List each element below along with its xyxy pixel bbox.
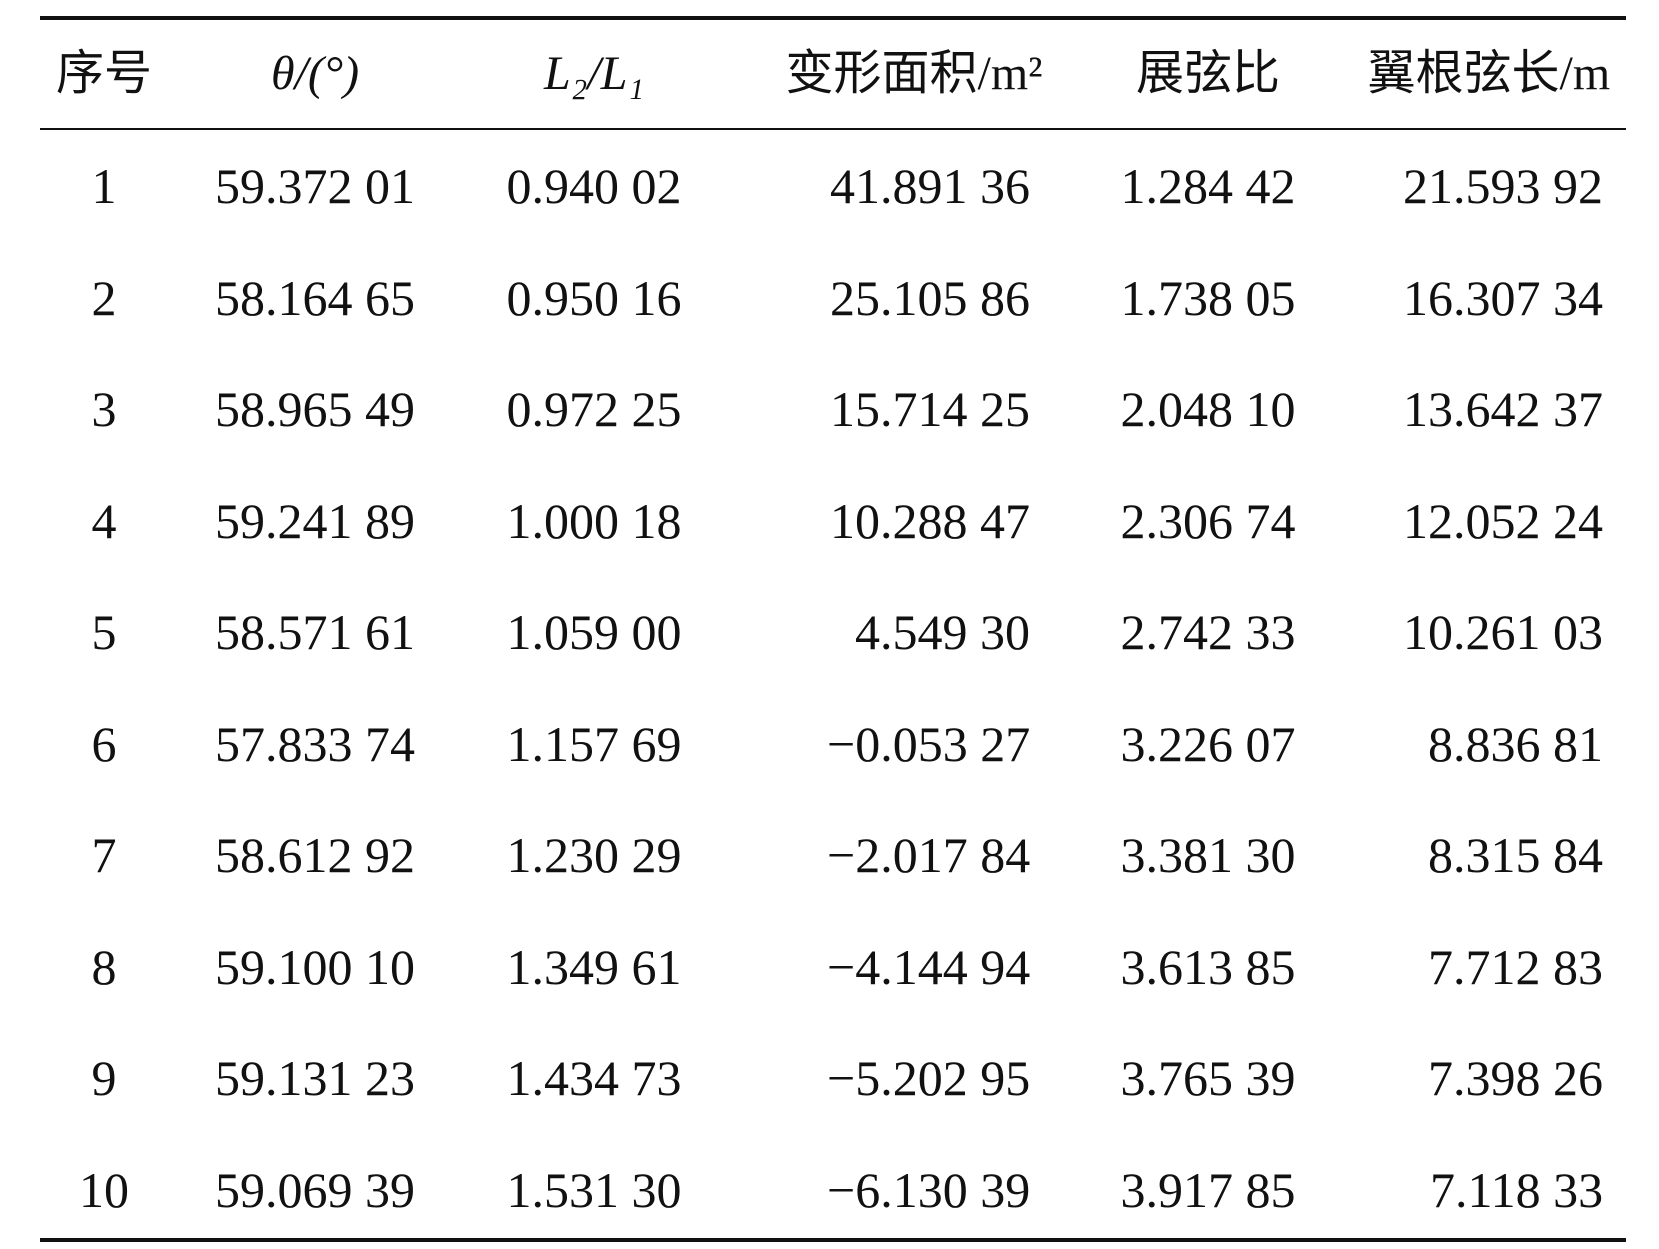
table-cell: 59.069 39: [215, 1161, 415, 1218]
table-cell: 2.306 74: [1120, 492, 1296, 549]
table-cell: 7.398 26: [1428, 1050, 1603, 1106]
header-rule: [40, 128, 1626, 130]
table-cell: 0.940 02: [506, 158, 682, 214]
table-cell: 0.972 25: [506, 381, 682, 437]
table-cell: 1.230 29: [506, 827, 682, 883]
table-cell: 59.372 01: [215, 158, 415, 214]
header-cell: 翼根弦长/m: [1367, 47, 1611, 100]
header-cell: L₂/L₁: [544, 47, 645, 100]
table-cell: −4.144 94: [827, 938, 1031, 995]
table-cell: 4.549 30: [855, 604, 1030, 660]
table-cell: 3.765 39: [1120, 1050, 1296, 1106]
table-cell: 1.349 61: [506, 938, 682, 995]
table-cell: 59.241 89: [215, 492, 415, 549]
bottom-rule: [40, 1238, 1626, 1242]
table-cell: −0.053 27: [827, 715, 1031, 772]
table-cell: 16.307 34: [1403, 269, 1603, 326]
table-cell: 58.965 49: [215, 381, 415, 437]
table-cell: 15.714 25: [830, 381, 1030, 437]
table-cell: −2.017 84: [827, 827, 1031, 883]
table-cell: −5.202 95: [827, 1050, 1031, 1106]
table-cell: 58.571 61: [215, 604, 415, 660]
table-cell: 58.612 92: [215, 827, 415, 883]
table-cell: 4: [91, 492, 117, 549]
table-cell: 1.157 69: [506, 715, 682, 772]
header-cell: 变形面积/m²: [785, 47, 1043, 100]
table-cell: 41.891 36: [830, 158, 1030, 214]
table-cell: 2: [91, 269, 117, 326]
table-cell: 3: [91, 381, 117, 437]
table-cell: 2.048 10: [1120, 381, 1296, 437]
table-cell: 57.833 74: [215, 715, 415, 772]
table-cell: −6.130 39: [827, 1161, 1031, 1218]
table-cell: 5: [91, 604, 117, 660]
table-cell: 10.261 03: [1403, 604, 1603, 660]
table-cell: 3.226 07: [1120, 715, 1296, 772]
table-cell: 1.738 05: [1120, 269, 1296, 326]
table-cell: 13.642 37: [1403, 381, 1603, 437]
table-cell: 1.059 00: [506, 604, 682, 660]
table-cell: 7.118 33: [1430, 1161, 1604, 1218]
table-cell: 7.712 83: [1428, 938, 1603, 995]
table-cell: 12.052 24: [1403, 492, 1603, 549]
table-cell: 8.315 84: [1428, 827, 1603, 883]
table-cell: 25.105 86: [830, 269, 1030, 326]
table-cell: 3.613 85: [1120, 938, 1296, 995]
table-cell: 1.284 42: [1120, 158, 1296, 214]
table-cell: 1: [91, 158, 117, 214]
table-cell: 6: [91, 715, 117, 772]
table-cell: 3.381 30: [1120, 827, 1296, 883]
table-cell: 59.131 23: [215, 1050, 415, 1106]
table-cell: 10.288 47: [830, 492, 1030, 549]
table-cell: 1.531 30: [506, 1161, 682, 1218]
table-cell: 10: [79, 1161, 129, 1218]
table-cell: 59.100 10: [215, 938, 415, 995]
table-cell: 58.164 65: [215, 269, 415, 326]
table-cell: 7: [91, 827, 117, 883]
header-cell: 展弦比: [1136, 47, 1281, 100]
table-cell: 0.950 16: [506, 269, 682, 326]
header-cell: θ/(°): [271, 47, 360, 100]
table-cell: 21.593 92: [1403, 158, 1603, 214]
top-rule: [40, 16, 1626, 20]
table-cell: 8.836 81: [1428, 715, 1603, 772]
table-cell: 1.000 18: [506, 492, 682, 549]
table-cell: 9: [91, 1050, 117, 1106]
table-cell: 8: [91, 938, 117, 995]
table-cell: 1.434 73: [506, 1050, 682, 1106]
table-cell: 2.742 33: [1120, 604, 1296, 660]
table-cell: 3.917 85: [1120, 1161, 1296, 1218]
header-cell: 序号: [56, 47, 153, 100]
